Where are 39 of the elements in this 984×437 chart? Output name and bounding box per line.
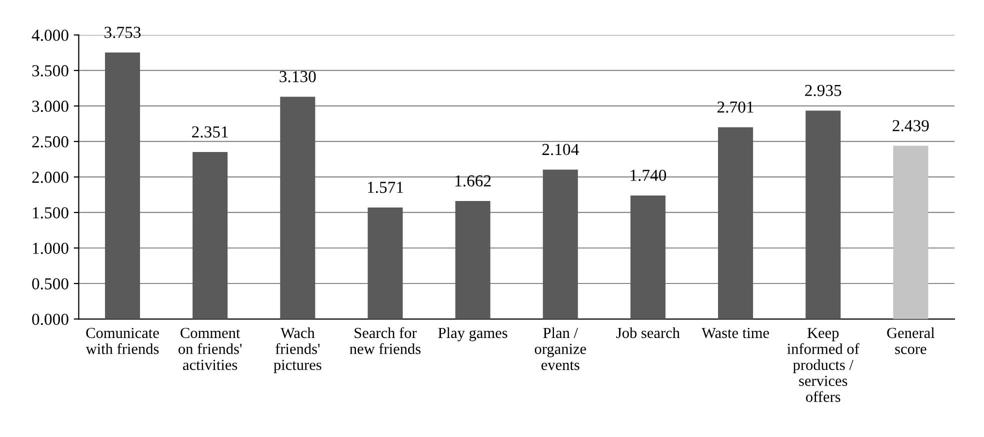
x-tick-label: Wach friends' pictures (274, 327, 322, 374)
y-tick-label: 2.500 (32, 136, 68, 148)
bar (280, 96, 316, 320)
bar (368, 207, 403, 320)
data-label: 2.104 (542, 144, 579, 156)
bar (192, 152, 228, 320)
x-tick-label: General score (887, 327, 935, 354)
y-tick-label: 0.000 (32, 314, 68, 326)
data-label: 2.935 (805, 84, 842, 96)
bar (630, 195, 666, 320)
x-tick-label: Comment on friends' activities (178, 328, 242, 370)
bar (455, 200, 490, 320)
bar (718, 127, 754, 320)
y-tick-label: 1.500 (32, 207, 68, 219)
x-tick-label: Play games (438, 327, 508, 342)
bar (104, 52, 140, 320)
y-tick-label: 3.500 (32, 65, 68, 76)
x-tick-label: Waste time (702, 328, 769, 338)
bar (893, 146, 928, 320)
y-tick-label: 0.500 (32, 278, 68, 290)
y-tick-label: 4.000 (32, 30, 68, 41)
bar (806, 110, 841, 320)
x-tick-label: Keep informed of products / services offers (787, 328, 860, 402)
data-label: 2.701 (718, 101, 754, 113)
x-tick-label: Plan / organize events (534, 327, 586, 370)
data-label: 1.571 (368, 182, 403, 194)
data-label: 3.753 (104, 26, 141, 38)
x-tick-label: Search for new friends (350, 327, 421, 354)
x-tick-label: Job search (616, 327, 680, 338)
y-tick-label: 1.000 (32, 242, 68, 254)
y-tick-label: 3.000 (32, 100, 68, 112)
data-label: 1.740 (630, 170, 666, 182)
data-label: 2.351 (192, 126, 228, 138)
x-tick-label: Comunicate with friends (86, 328, 159, 354)
data-label: 2.439 (892, 120, 929, 132)
bar (542, 170, 578, 320)
y-tick-label: 2.000 (32, 172, 68, 184)
data-label: 3.130 (280, 70, 316, 82)
data-label: 1.662 (456, 175, 491, 187)
